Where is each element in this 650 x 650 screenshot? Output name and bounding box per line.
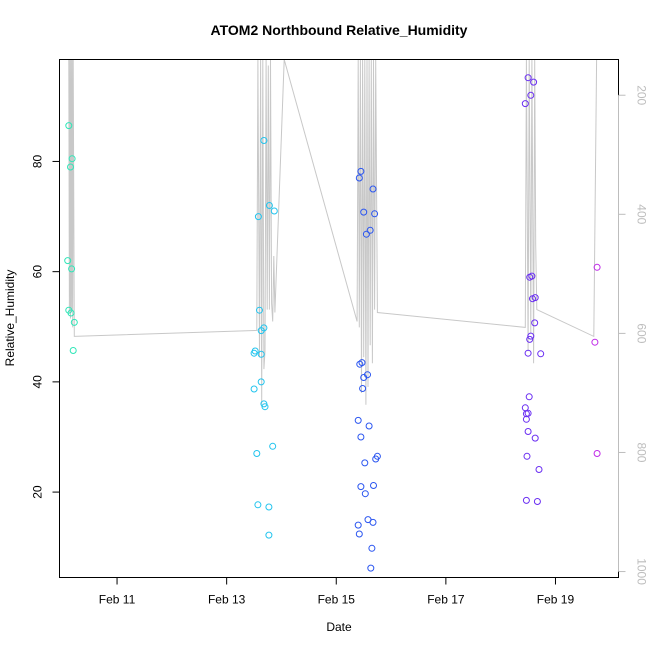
data-point-series-1 <box>64 257 72 265</box>
data-point-series-4 <box>526 273 534 281</box>
data-point-series-3 <box>357 167 365 175</box>
data-point-series-3 <box>362 230 370 238</box>
data-point-series-2 <box>250 349 258 357</box>
data-point-series-3 <box>369 518 377 526</box>
data-point-series-1 <box>67 163 74 171</box>
data-point-series-2 <box>265 531 273 539</box>
data-point-series-4 <box>521 100 529 108</box>
x-tick-label: Feb 11 <box>99 593 136 607</box>
data-point-series-1 <box>68 155 76 163</box>
data-point-series-4 <box>522 496 530 504</box>
right-y-axis: 200 400 600 800 1000 <box>618 85 649 585</box>
data-point-series-4 <box>537 350 545 358</box>
x-tick-label: Feb 13 <box>208 593 246 607</box>
right-y-tick-label: 400 <box>635 204 649 224</box>
data-point-series-3 <box>361 459 369 467</box>
y-axis: 20 40 60 80 <box>31 154 60 499</box>
y-tick-label: 60 <box>31 265 45 279</box>
data-point-series-5 <box>593 450 601 457</box>
data-point-series-2 <box>250 385 258 393</box>
data-point-series-2 <box>257 350 265 358</box>
data-point-series-3 <box>356 360 364 368</box>
y-tick-label: 40 <box>31 375 45 389</box>
data-point-series-2 <box>257 378 265 386</box>
data-point-series-3 <box>360 374 368 381</box>
data-point-series-3 <box>367 564 375 572</box>
data-point-series-3 <box>354 521 362 529</box>
data-point-series-4 <box>523 452 531 460</box>
data-point-series-2 <box>253 450 261 457</box>
right-y-tick-label: 200 <box>635 85 649 105</box>
x-tick-label: Feb 15 <box>318 593 356 607</box>
data-point-series-2 <box>254 501 262 509</box>
data-point-series-4 <box>524 428 532 435</box>
data-point-series-2 <box>257 327 265 335</box>
data-point-series-3 <box>357 483 365 491</box>
data-point-series-4 <box>527 91 535 99</box>
y-tick-label: 80 <box>31 154 45 168</box>
data-point-series-3 <box>368 544 376 552</box>
x-axis: Feb 11 Feb 13 Feb 15 Feb 17 Feb 19 <box>99 577 575 607</box>
data-point-series-3 <box>355 174 363 182</box>
data-point-series-3 <box>365 422 373 430</box>
data-point-series-3 <box>370 482 377 489</box>
data-point-series-4 <box>526 335 534 343</box>
data-point-series-4 <box>531 434 539 442</box>
data-point-series-3 <box>360 208 368 216</box>
data-point-series-4 <box>522 415 530 423</box>
data-point-series-2 <box>265 202 273 209</box>
data-point-series-2 <box>269 442 277 450</box>
x-tick-label: Feb 19 <box>537 593 575 607</box>
data-point-series-3 <box>357 433 365 441</box>
data-point-series-4 <box>524 74 532 82</box>
data-point-series-1 <box>68 265 76 273</box>
data-point-series-2 <box>270 207 278 215</box>
data-point-series-2 <box>256 306 263 314</box>
data-point-series-2 <box>260 137 268 144</box>
data-point-series-3 <box>371 210 379 218</box>
data-point-series-5 <box>593 263 601 271</box>
right-y-tick-label: 600 <box>635 323 649 343</box>
data-point-series-1 <box>70 318 78 326</box>
data-point-series-4 <box>525 393 533 401</box>
data-point-series-3 <box>359 385 367 392</box>
data-point-series-1 <box>65 122 73 130</box>
data-point-series-3 <box>358 359 366 367</box>
data-point-series-4 <box>527 332 535 340</box>
x-tick-label: Feb 17 <box>427 593 465 607</box>
data-point-series-3 <box>355 530 363 538</box>
data-point-series-4 <box>529 295 536 303</box>
data-point-series-2 <box>254 213 262 221</box>
data-point-series-1 <box>69 347 77 354</box>
data-point-series-2 <box>261 403 269 411</box>
chart-title: ATOM2 Northbound Relative_Humidity <box>211 22 468 38</box>
data-point-series-4 <box>524 349 532 357</box>
data-point-series-5 <box>591 338 599 346</box>
data-point-series-3 <box>369 185 377 193</box>
y-axis-label: Relative_Humidity <box>3 270 17 367</box>
data-point-series-2 <box>265 503 273 511</box>
data-point-series-4 <box>531 319 539 327</box>
right-y-tick-label: 800 <box>635 442 649 462</box>
data-point-series-1 <box>67 309 75 317</box>
data-point-series-3 <box>372 455 380 463</box>
data-point-series-3 <box>366 226 374 234</box>
right-y-tick-label: 1000 <box>635 558 649 585</box>
data-point-series-4 <box>533 498 541 505</box>
data-point-series-4 <box>535 466 543 473</box>
y-tick-label: 20 <box>31 485 45 499</box>
data-point-series-3 <box>361 490 369 498</box>
data-point-series-4 <box>530 78 538 86</box>
x-axis-label: Date <box>326 620 352 634</box>
data-point-series-3 <box>354 416 362 424</box>
